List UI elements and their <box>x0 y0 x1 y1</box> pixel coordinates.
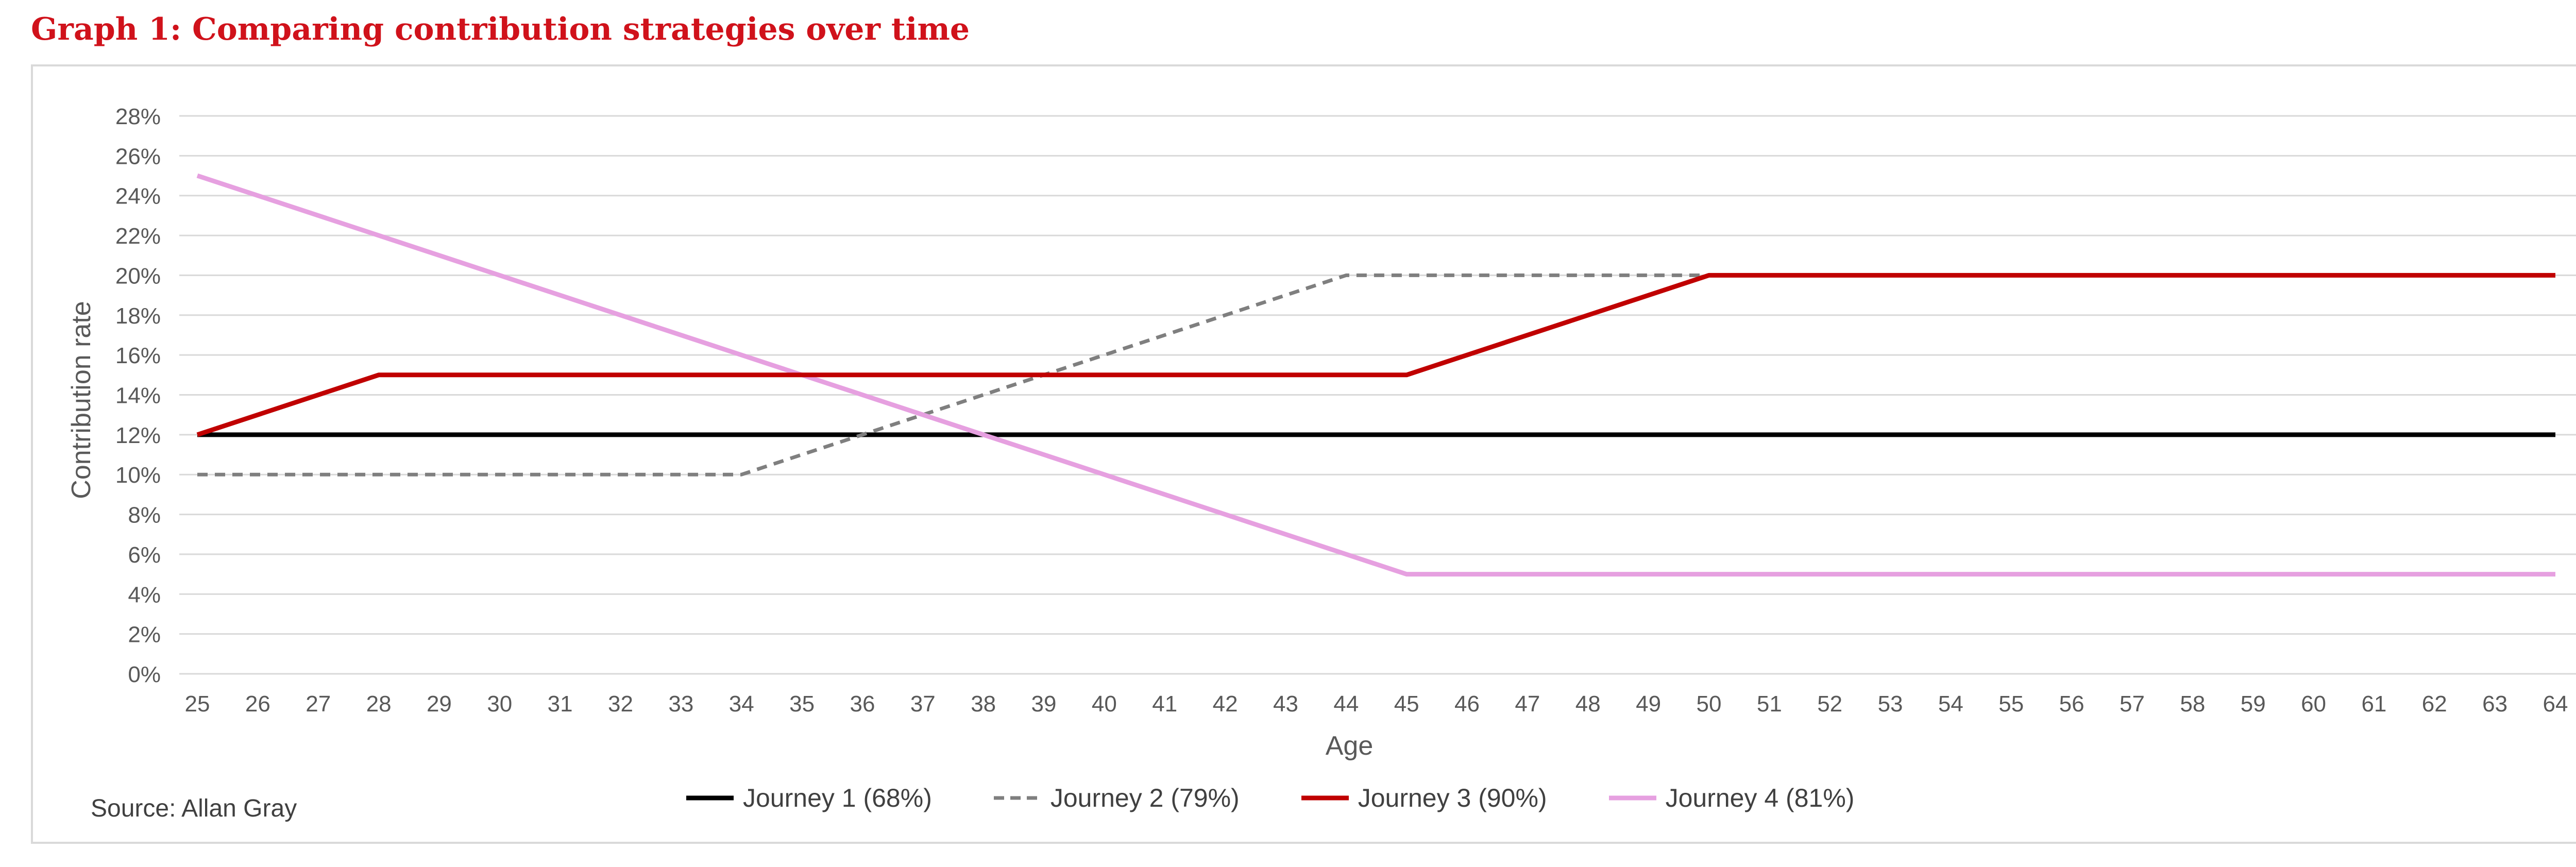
y-tick-label: 4% <box>128 582 161 607</box>
legend-swatch <box>686 795 734 801</box>
chart-frame <box>31 64 2576 844</box>
x-tick-label: 55 <box>1998 691 2024 717</box>
x-tick-label: 36 <box>850 691 875 717</box>
y-tick-label: 8% <box>128 503 161 528</box>
x-tick-label: 62 <box>2422 691 2447 717</box>
x-tick-label: 46 <box>1454 691 1480 717</box>
legend-item-journey-2: Journey 2 (79%) <box>993 783 1240 813</box>
x-tick-label: 26 <box>245 691 270 717</box>
x-tick-label: 27 <box>306 691 331 717</box>
x-tick-label: 29 <box>427 691 452 717</box>
legend-swatch <box>993 796 1041 800</box>
x-tick-label: 42 <box>1213 691 1238 717</box>
x-tick-label: 64 <box>2543 691 2568 717</box>
x-tick-label: 33 <box>668 691 693 717</box>
x-tick-label: 58 <box>2180 691 2205 717</box>
legend-label: Journey 1 (68%) <box>743 784 932 812</box>
x-tick-label: 28 <box>366 691 392 717</box>
x-tick-label: 56 <box>2059 691 2084 717</box>
x-tick-label: 53 <box>1878 691 1903 717</box>
x-tick-label: 45 <box>1394 691 1419 717</box>
x-tick-label: 52 <box>1817 691 1842 717</box>
y-tick-label: 6% <box>128 542 161 568</box>
legend-label: Journey 3 (90%) <box>1358 784 1547 812</box>
chart-legend: Journey 1 (68%) Journey 2 (79%) Journey 3 … <box>685 783 1915 813</box>
y-tick-label: 26% <box>115 144 161 169</box>
y-tick-label: 22% <box>115 224 161 249</box>
y-tick-label: 24% <box>115 184 161 209</box>
x-tick-label: 31 <box>548 691 573 717</box>
y-axis-title: Contribution rate <box>66 301 96 499</box>
y-tick-label: 28% <box>115 104 161 129</box>
x-tick-label: 49 <box>1636 691 1661 717</box>
legend-swatch <box>1301 795 1349 801</box>
x-tick-label: 41 <box>1152 691 1177 717</box>
x-tick-label: 47 <box>1515 691 1540 717</box>
legend-item-journey-1: Journey 1 (68%) <box>685 783 932 813</box>
chart-title: Graph 1: Comparing contribution strategi… <box>31 11 970 47</box>
legend-item-journey-4: Journey 4 (81%) <box>1608 783 1855 813</box>
legend-label: Journey 4 (81%) <box>1665 784 1855 812</box>
y-tick-label: 0% <box>128 662 161 687</box>
x-tick-label: 43 <box>1273 691 1298 717</box>
y-tick-label: 12% <box>115 423 161 448</box>
x-tick-label: 34 <box>729 691 754 717</box>
y-tick-label: 16% <box>115 343 161 368</box>
x-tick-label: 51 <box>1757 691 1782 717</box>
legend-label: Journey 2 (79%) <box>1050 784 1240 812</box>
x-tick-label: 37 <box>910 691 936 717</box>
x-tick-label: 57 <box>2120 691 2145 717</box>
y-tick-label: 10% <box>115 463 161 488</box>
x-tick-label: 38 <box>971 691 996 717</box>
source-note: Source: Allan Gray <box>91 795 297 822</box>
x-tick-label: 30 <box>487 691 512 717</box>
x-tick-label: 63 <box>2482 691 2507 717</box>
x-tick-label: 60 <box>2301 691 2326 717</box>
x-tick-label: 48 <box>1575 691 1601 717</box>
y-tick-label: 18% <box>115 303 161 329</box>
x-tick-label: 40 <box>1092 691 1117 717</box>
y-tick-label: 14% <box>115 383 161 409</box>
y-tick-label: 2% <box>128 622 161 648</box>
x-tick-label: 61 <box>2361 691 2386 717</box>
x-tick-label: 32 <box>608 691 633 717</box>
legend-swatch <box>1608 795 1656 801</box>
x-tick-label: 35 <box>789 691 815 717</box>
x-tick-label: 54 <box>1938 691 1963 717</box>
x-tick-label: 39 <box>1031 691 1057 717</box>
series-line-journey-3 <box>196 273 2555 437</box>
x-tick-label: 25 <box>185 691 210 717</box>
x-axis-title: Age <box>1326 731 1374 761</box>
legend-item-journey-3: Journey 3 (90%) <box>1300 783 1547 813</box>
y-tick-label: 20% <box>115 263 161 288</box>
x-tick-label: 59 <box>2241 691 2266 717</box>
x-tick-label: 50 <box>1696 691 1721 717</box>
series-line-journey-4 <box>196 173 2555 577</box>
x-tick-label: 44 <box>1333 691 1359 717</box>
